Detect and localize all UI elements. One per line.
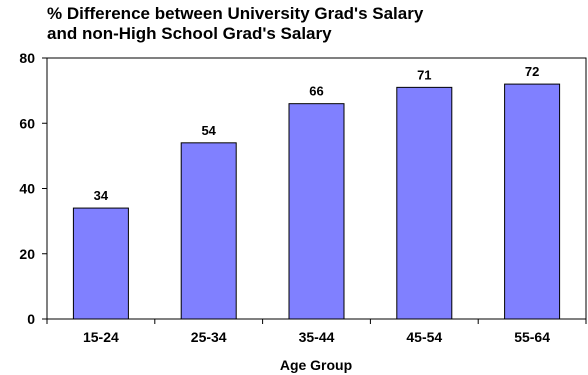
y-tick-label: 80 — [19, 50, 35, 66]
bar-15-24 — [72, 207, 129, 320]
x-tick-label: 55-64 — [514, 329, 550, 345]
y-tick-label: 40 — [19, 181, 35, 197]
data-label: 71 — [417, 67, 431, 82]
data-label: 66 — [309, 84, 323, 99]
bars: 34 54 66 71 72 — [72, 64, 561, 320]
y-tick-label: 60 — [19, 115, 35, 131]
data-label: 34 — [94, 188, 109, 203]
x-tick-label: 15-24 — [83, 329, 119, 345]
x-tick-label: 45-54 — [406, 329, 442, 345]
x-tick-label: 35-44 — [299, 329, 335, 345]
bar-25-34 — [180, 142, 237, 320]
y-tick-label: 0 — [27, 311, 35, 327]
bar-35-44 — [288, 103, 345, 320]
y-axis-ticks: 0 20 40 60 80 — [19, 50, 47, 327]
x-tick-label: 25-34 — [191, 329, 227, 345]
bar-55-64 — [504, 83, 561, 320]
x-axis-ticks: 15-24 25-34 35-44 45-54 55-64 — [46, 319, 587, 345]
data-label: 54 — [201, 123, 216, 138]
chart-title-line-1: % Difference between University Grad's S… — [47, 4, 424, 23]
x-axis-label: Age Group — [280, 357, 352, 373]
chart-title-line-2: and non-High School Grad's Salary — [47, 24, 332, 43]
bar-45-54 — [396, 86, 453, 320]
y-tick-label: 20 — [19, 246, 35, 262]
chart-title: % Difference between University Grad's S… — [47, 4, 423, 44]
data-label: 72 — [525, 64, 539, 79]
